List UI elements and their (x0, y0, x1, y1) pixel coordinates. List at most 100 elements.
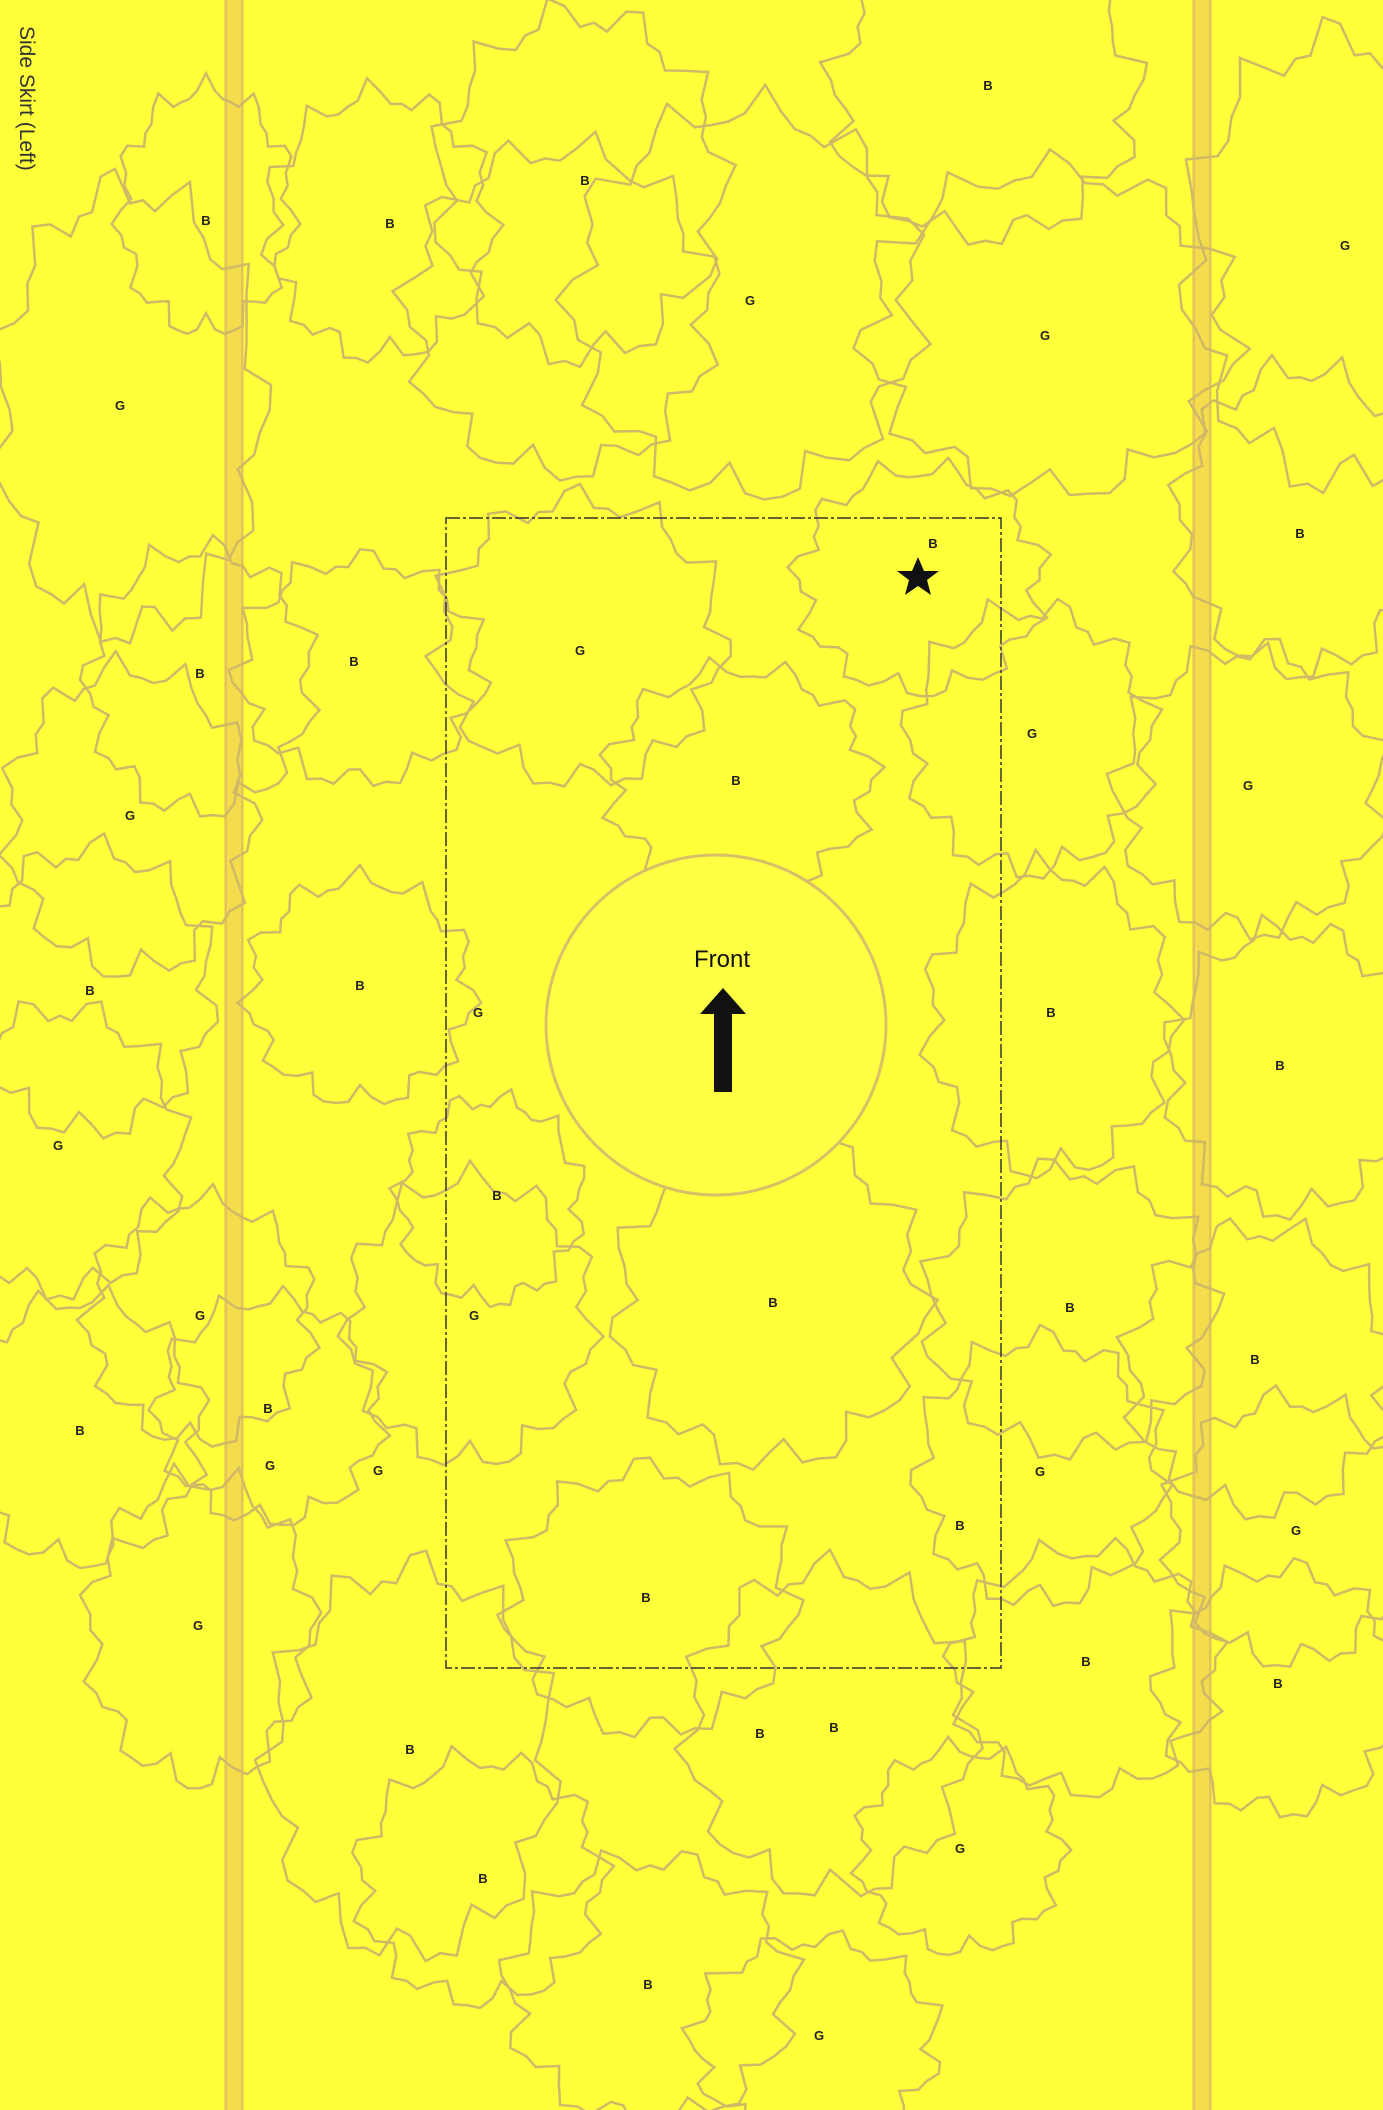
region-marker-b: B (1081, 1654, 1090, 1669)
outline-region (390, 129, 721, 482)
region-marker-b: B (492, 1188, 501, 1203)
outline-region (235, 862, 483, 1106)
outline-region (1114, 1216, 1383, 1521)
region-marker-g: G (195, 1308, 205, 1323)
region-marker-g: G (575, 643, 585, 658)
region-marker-b: B (85, 983, 94, 998)
outline-region (1105, 637, 1383, 941)
region-marker-b: B (829, 1720, 838, 1735)
region-marker-g: G (115, 398, 125, 413)
outline-region (253, 1549, 562, 1963)
region-marker-g: G (1035, 1464, 1045, 1479)
outline-region (1177, 15, 1383, 495)
region-marker-b: B (478, 1871, 487, 1886)
outline-region (1166, 353, 1383, 681)
outline-region (852, 147, 1252, 498)
region-markers: B B B B G G G G B B B B G G B G G B B G B B G B G G B B B B B G G B G G B B B B… (53, 78, 1350, 2043)
outline-region (608, 1119, 940, 1472)
outline-region (495, 1456, 805, 1739)
region-marker-b: B (201, 213, 210, 228)
region-marker-b: B (349, 654, 358, 669)
outline-region (1148, 1556, 1383, 1819)
outline-region (430, 0, 738, 369)
region-marker-g: G (1291, 1523, 1301, 1538)
outline-region (0, 167, 273, 646)
region-marker-b: B (263, 1401, 272, 1416)
dashed-frame (445, 517, 1002, 1669)
region-marker-b: B (405, 1742, 414, 1757)
outline-region (350, 1744, 616, 2010)
region-marker-g: G (473, 1005, 483, 1020)
outline-region (259, 76, 506, 365)
region-marker-g: G (1243, 778, 1253, 793)
region-marker-g: G (1027, 726, 1037, 741)
outline-region (909, 1323, 1175, 1608)
region-marker-b: B (1046, 1005, 1055, 1020)
region-marker-b: B (983, 78, 992, 93)
outline-region (1158, 1383, 1383, 1669)
region-marker-g: G (955, 1841, 965, 1856)
region-marker-b: B (75, 1423, 84, 1438)
outline-region (679, 1929, 945, 2110)
outline-region (1162, 912, 1383, 1222)
outline-region (146, 1284, 392, 1527)
region-marker-b: B (955, 1518, 964, 1533)
outline-region (387, 1087, 586, 1309)
region-marker-b: B (580, 173, 589, 188)
region-marker-g: G (745, 293, 755, 308)
region-marker-g: G (53, 1138, 63, 1153)
outline-region (78, 533, 322, 818)
outline-region (849, 1734, 1073, 1957)
outline-region (818, 0, 1149, 247)
region-marker-g: G (814, 2028, 824, 2043)
region-marker-b: B (731, 773, 740, 788)
outline-region (336, 1158, 606, 1467)
outline-region (497, 1848, 806, 2110)
outline-region (785, 455, 1053, 698)
strip-left (224, 0, 244, 2110)
region-marker-b: B (1065, 1300, 1074, 1315)
side-skirt-label: Side Skirt (Left) (15, 26, 38, 171)
outline-region (941, 1536, 1230, 1799)
outline-region (0, 1282, 211, 1570)
region-marker-g: G (265, 1458, 275, 1473)
region-marker-b: B (355, 978, 364, 993)
up-arrow-icon (700, 988, 746, 1092)
outline-region (554, 82, 933, 501)
region-marker-b: B (928, 536, 937, 551)
region-marker-b: B (755, 1726, 764, 1741)
region-marker-g: G (373, 1463, 383, 1478)
region-marker-g: G (1340, 238, 1350, 253)
strip-right (1192, 0, 1212, 2110)
region-marker-b: B (1295, 526, 1304, 541)
outline-region (0, 648, 264, 978)
region-marker-g: G (125, 808, 135, 823)
region-marker-b: B (768, 1295, 777, 1310)
region-marker-b: B (643, 1977, 652, 1992)
outline-region (74, 1181, 322, 1448)
outline-region (423, 482, 733, 788)
outline-region (0, 831, 220, 1140)
front-label: Front (693, 946, 750, 973)
region-marker-b: B (1273, 1676, 1282, 1691)
outline-region (598, 655, 887, 898)
outline-region (0, 999, 193, 1302)
outline-region (899, 597, 1164, 880)
outline-region (110, 70, 302, 336)
star-icon (897, 557, 939, 595)
region-marker-g: G (1040, 328, 1050, 343)
region-marker-b: B (641, 1590, 650, 1605)
region-marker-b: B (195, 666, 204, 681)
outline-region (227, 547, 493, 788)
outline-region (672, 1547, 984, 1898)
region-marker-g: G (469, 1308, 479, 1323)
region-marker-b: B (1275, 1058, 1284, 1073)
vertical-strips (224, 0, 1212, 2110)
outline-region (917, 847, 1186, 1180)
region-marker-g: G (193, 1618, 203, 1633)
region-marker-b: B (385, 216, 394, 231)
region-marker-b: B (1250, 1352, 1259, 1367)
